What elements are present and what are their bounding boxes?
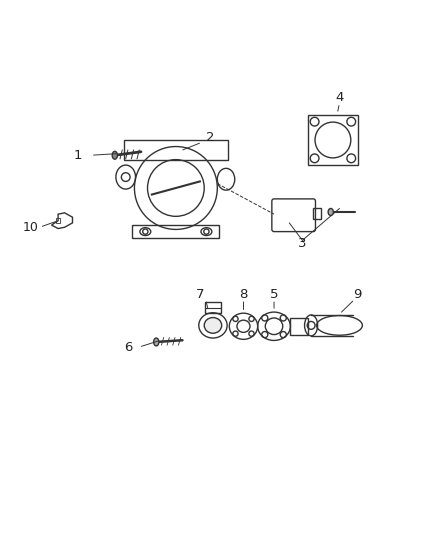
Text: 2: 2	[205, 131, 214, 144]
Ellipse shape	[327, 208, 332, 215]
Bar	[289, 318, 307, 335]
Text: 8: 8	[239, 288, 247, 301]
Ellipse shape	[153, 338, 159, 346]
Text: 7: 7	[195, 288, 204, 301]
Text: 5: 5	[269, 288, 278, 301]
Bar	[123, 140, 228, 159]
Bar	[132, 225, 219, 238]
Text: 1: 1	[73, 149, 82, 161]
Text: 3: 3	[297, 237, 306, 250]
Text: 6: 6	[124, 341, 132, 354]
Ellipse shape	[112, 151, 117, 159]
Bar	[313, 208, 321, 220]
Text: 10: 10	[23, 221, 39, 234]
Bar	[205, 302, 220, 313]
Text: 9: 9	[352, 288, 360, 301]
Bar	[307, 115, 357, 165]
Bar	[56, 217, 60, 223]
Ellipse shape	[204, 318, 221, 333]
Text: 4: 4	[335, 91, 343, 104]
